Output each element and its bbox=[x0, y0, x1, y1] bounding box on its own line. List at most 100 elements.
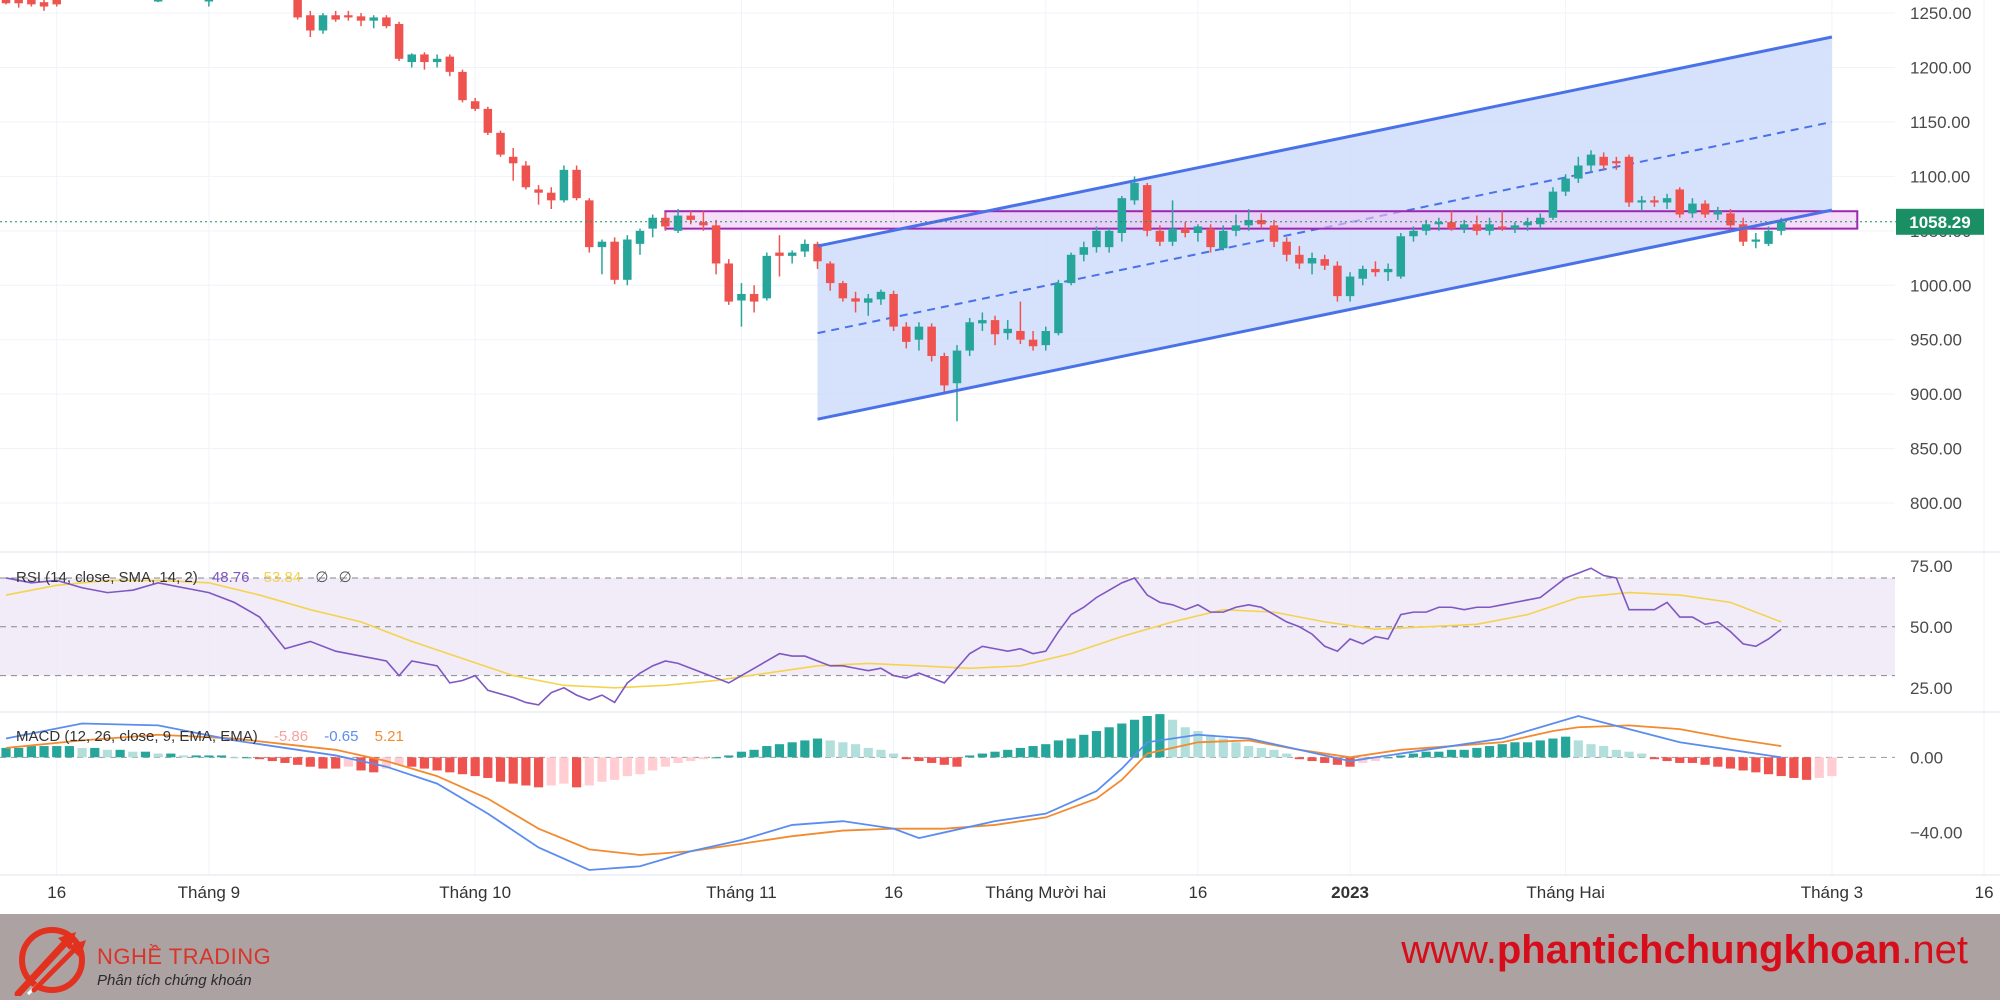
macd-hist-legend-value: -5.86 bbox=[274, 728, 308, 745]
price-tick-label: 850.00 bbox=[1910, 440, 1962, 459]
macd-hist-bar-110 bbox=[1396, 755, 1406, 758]
rsi-tick-label: 50.00 bbox=[1910, 618, 1953, 637]
candle-16 bbox=[407, 53, 417, 68]
candle-50 bbox=[838, 280, 848, 302]
macd-tick-label: −40.00 bbox=[1910, 823, 1962, 842]
macd-hist-bar-34 bbox=[432, 757, 442, 771]
macd-hist-bar-56 bbox=[711, 757, 721, 759]
candle-3 bbox=[39, 0, 49, 11]
macd-hist-bar-140 bbox=[1776, 757, 1786, 777]
macd-hist-bar-117 bbox=[1484, 746, 1495, 758]
macd-hist-bar-139 bbox=[1763, 757, 1774, 775]
candle-body bbox=[1726, 213, 1735, 226]
candle-body bbox=[1434, 222, 1444, 225]
candle-body bbox=[825, 263, 835, 284]
macd-hist-bar-100 bbox=[1269, 749, 1279, 758]
candle-body bbox=[914, 326, 924, 340]
candle-body bbox=[1168, 228, 1177, 242]
candle-body bbox=[610, 241, 619, 280]
macd-hist-bar-52 bbox=[660, 757, 670, 767]
candle-body bbox=[952, 350, 962, 384]
candle-body bbox=[1523, 222, 1532, 226]
price-tick-label: 950.00 bbox=[1910, 331, 1962, 350]
macd-hist-bar-30 bbox=[381, 757, 391, 769]
macd-hist-bar-23 bbox=[293, 757, 303, 765]
candle-body bbox=[889, 293, 898, 327]
candle-body bbox=[1003, 328, 1012, 334]
macd-pane: 0.00 −40.00 bbox=[0, 714, 1962, 871]
rsi-legend-empty-2: ∅ bbox=[339, 569, 352, 586]
macd-hist-bar-66 bbox=[838, 742, 848, 758]
macd-hist-bar-119 bbox=[1510, 742, 1520, 758]
candle-body bbox=[699, 222, 708, 226]
website-link[interactable]: www.phantichchungkhoan.net bbox=[1401, 928, 1968, 973]
macd-hist-bar-54 bbox=[686, 757, 696, 762]
macd-hist-bar-5 bbox=[64, 746, 74, 758]
macd-hist-bar-80 bbox=[1015, 747, 1025, 758]
candle-109 bbox=[1586, 150, 1596, 173]
macd-hist-bar-48 bbox=[610, 757, 620, 780]
rsi-legend-value: 48.76 bbox=[212, 569, 250, 586]
macd-hist-bar-28 bbox=[356, 757, 366, 771]
macd-tick-label: 0.00 bbox=[1910, 748, 1943, 767]
price-axis: 1250.001200.001150.001100.001050.001000.… bbox=[0, 4, 2000, 876]
macd-hist-bar-25 bbox=[318, 757, 328, 769]
macd-hist-bar-51 bbox=[648, 757, 658, 771]
macd-hist-bar-31 bbox=[394, 757, 404, 765]
candle-body bbox=[775, 252, 784, 256]
candle-body bbox=[458, 71, 467, 101]
candle-body bbox=[1485, 224, 1494, 231]
macd-hist-bar-142 bbox=[1801, 757, 1812, 780]
candle-24 bbox=[508, 148, 518, 181]
candle-33 bbox=[623, 235, 632, 286]
candle-body bbox=[394, 23, 404, 59]
candle-body bbox=[1738, 224, 1748, 242]
candle-body bbox=[902, 326, 911, 342]
candle-body bbox=[1155, 230, 1165, 242]
macd-hist-bar-112 bbox=[1421, 751, 1431, 758]
macd-legend: MACD (12, 26, close, 9, EMA, EMA) -5.86 … bbox=[16, 728, 404, 745]
time-tick-label-5: Tháng Mười hai bbox=[985, 883, 1106, 902]
price-tick-label: 1100.00 bbox=[1910, 167, 1970, 186]
candle-body bbox=[1662, 198, 1672, 203]
candle-body bbox=[1219, 230, 1228, 249]
candle-body bbox=[508, 156, 518, 164]
candle-102 bbox=[1497, 211, 1507, 231]
macd-hist-bar-74 bbox=[939, 757, 949, 765]
macd-hist-bar-53 bbox=[673, 757, 683, 763]
candle-118 bbox=[1700, 200, 1710, 218]
macd-hist-bar-65 bbox=[825, 740, 835, 758]
macd-hist-bar-85 bbox=[1079, 734, 1089, 758]
rsi-legend-name: RSI (14, close, SMA, 14, 2) bbox=[16, 569, 198, 586]
candle-103 bbox=[1510, 222, 1520, 233]
candle-body bbox=[1244, 219, 1253, 226]
rsi-sma-line bbox=[5, 579, 1782, 689]
macd-hist-bar-21 bbox=[267, 757, 277, 762]
candle-body bbox=[14, 0, 23, 4]
macd-hist-bar-72 bbox=[914, 757, 924, 762]
price-tick-label: 1000.00 bbox=[1910, 276, 1971, 295]
candle-89 bbox=[1333, 261, 1342, 302]
macd-hist-bar-11 bbox=[140, 751, 151, 758]
macd-hist-bar-17 bbox=[216, 755, 227, 758]
macd-hist-bar-42 bbox=[533, 757, 544, 788]
candle-108 bbox=[1574, 156, 1583, 183]
macd-hist-bar-94 bbox=[1193, 731, 1203, 758]
macd-hist-bar-62 bbox=[787, 742, 797, 758]
macd-hist-bar-131 bbox=[1662, 757, 1672, 762]
macd-hist-bar-113 bbox=[1434, 751, 1444, 758]
candle-body bbox=[1028, 339, 1038, 347]
candle-14 bbox=[382, 15, 391, 29]
macd-hist-bar-39 bbox=[495, 757, 506, 782]
candle-body bbox=[572, 169, 581, 199]
channel-upper-line bbox=[817, 35, 1833, 248]
candle-body bbox=[153, 0, 163, 2]
candle-body bbox=[534, 189, 543, 193]
candle-body bbox=[762, 255, 772, 299]
macd-hist-bar-6 bbox=[77, 747, 87, 758]
candle-body bbox=[1320, 259, 1329, 266]
macd-hist-bar-78 bbox=[990, 751, 1000, 758]
candle-body bbox=[344, 15, 353, 18]
macd-hist-bar-69 bbox=[876, 749, 886, 758]
candle-body bbox=[1193, 226, 1203, 233]
